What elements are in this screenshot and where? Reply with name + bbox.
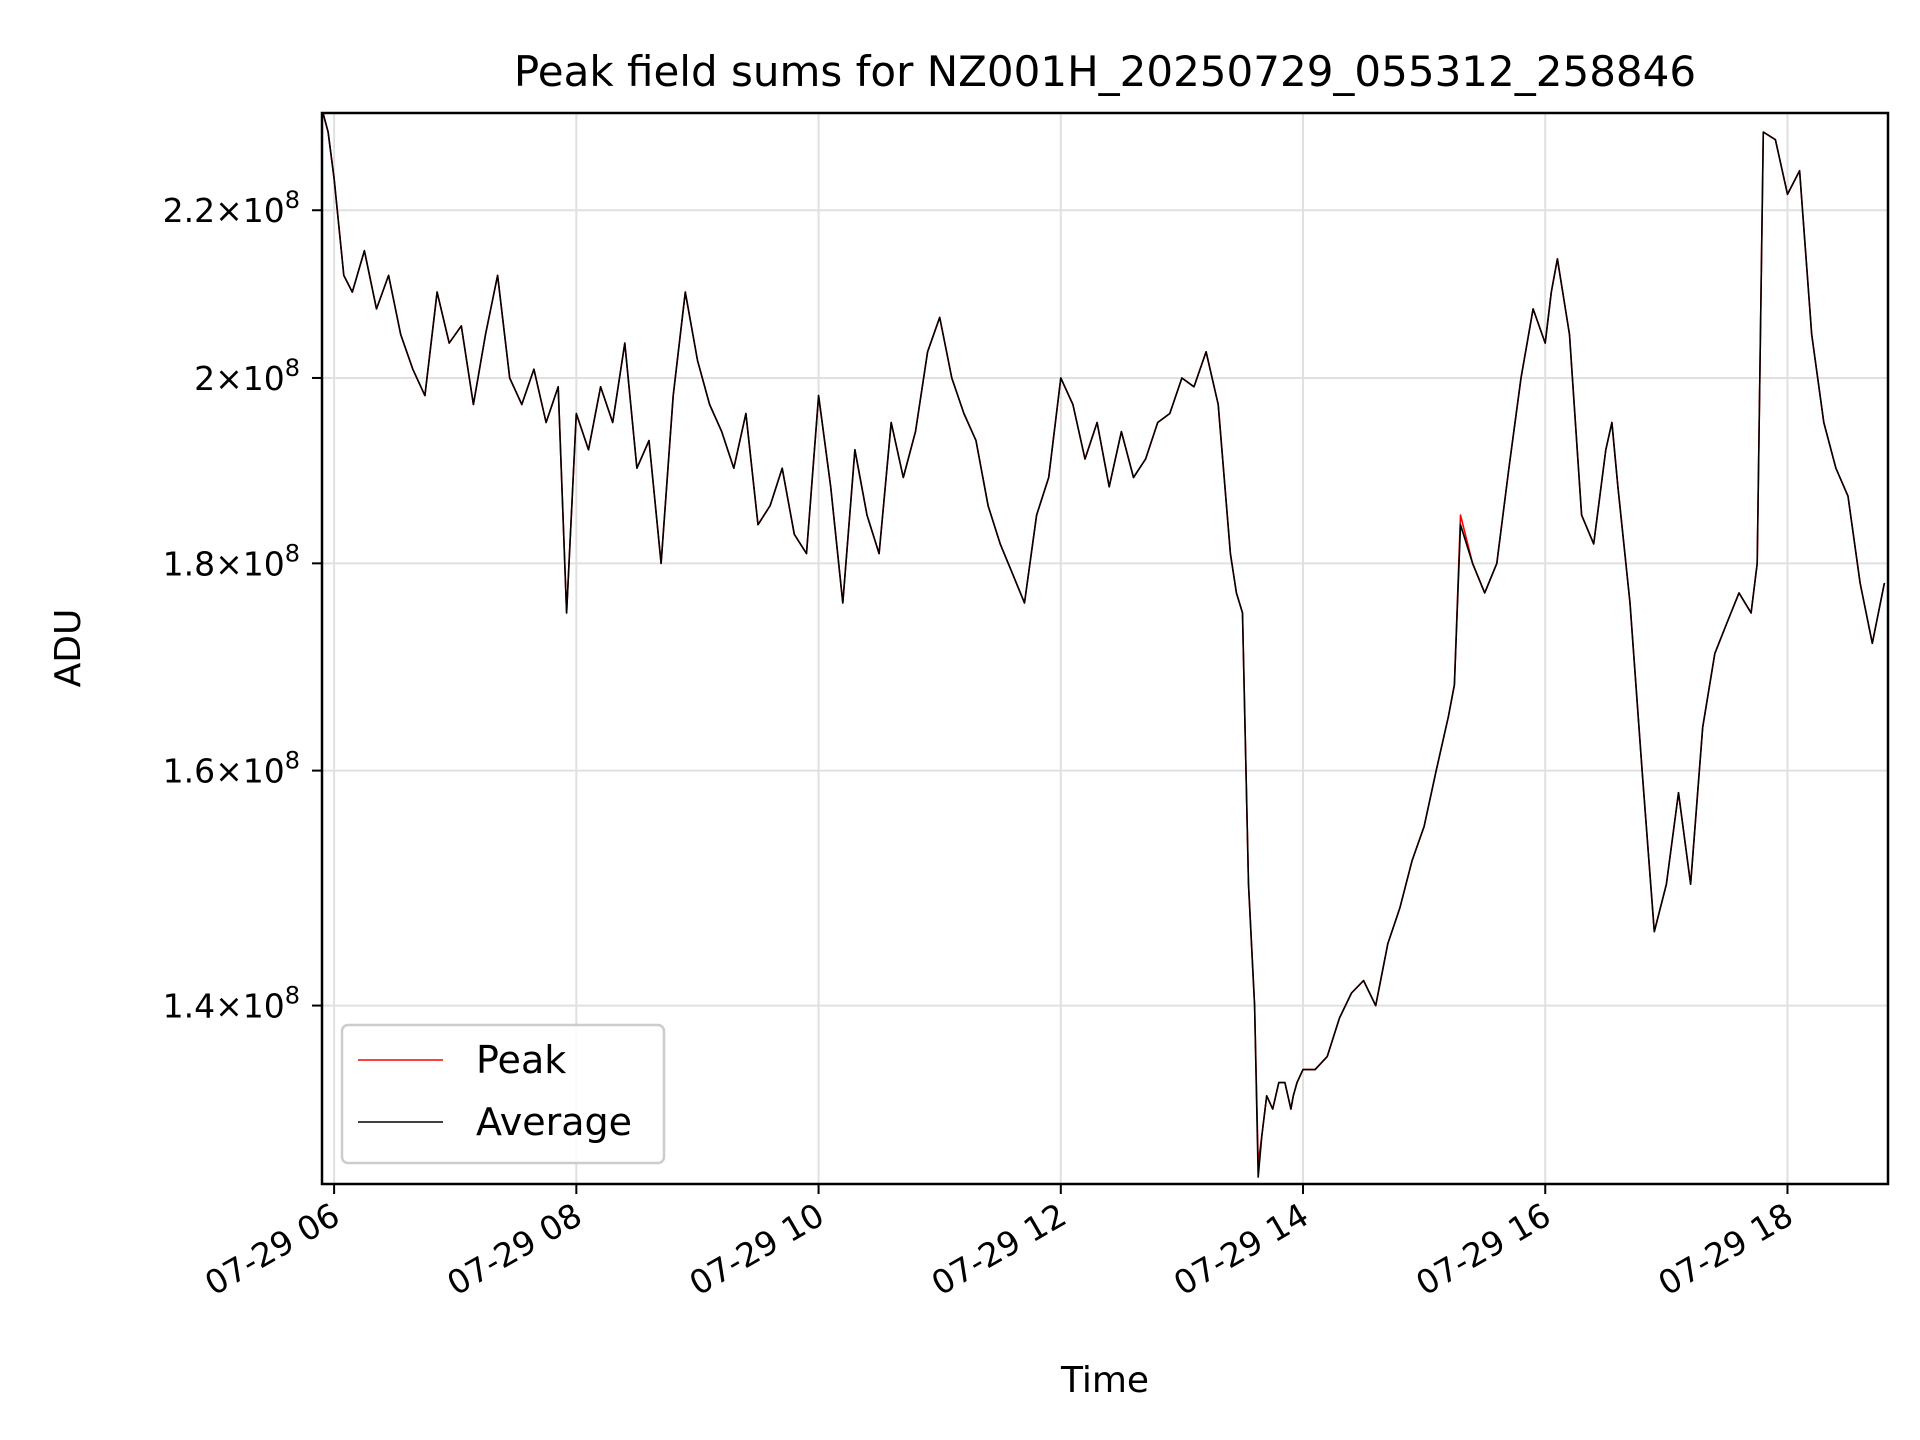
plot-lines: [322, 113, 1886, 1178]
y-tick-label: 1.4×108: [163, 982, 300, 1026]
y-tick-label: 1.8×108: [163, 539, 300, 583]
legend: Peak Average: [340, 1023, 666, 1165]
y-tick-label: 2.2×108: [163, 186, 300, 230]
series-line-average: [322, 113, 1886, 1178]
y-tick-label: 1.6×108: [163, 747, 300, 791]
y-tick-label: 2×108: [194, 354, 300, 398]
legend-label-average: Average: [476, 1100, 632, 1144]
chart-title: Peak field sums for NZ001H_20250729_0553…: [514, 47, 1696, 96]
grid: [322, 113, 1888, 1184]
plot-area-frame: [320, 111, 1890, 1186]
y-axis-title: ADU: [48, 609, 89, 688]
legend-label-peak: Peak: [476, 1038, 566, 1082]
x-axis-title: Time: [1060, 1360, 1149, 1401]
